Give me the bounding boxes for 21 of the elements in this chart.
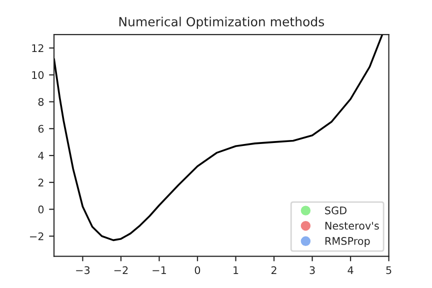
y-tick-label: 0: [38, 206, 44, 214]
x-tick-label: 3: [310, 266, 315, 274]
y-tick-label: 2: [38, 178, 44, 186]
x-tick-label: 1: [234, 266, 238, 274]
x-tick-label: 2: [271, 266, 276, 274]
chart-title: Numerical Optimization methods: [119, 16, 324, 29]
x-tick-label: 4: [348, 266, 354, 274]
y-tick-label: 8: [38, 98, 44, 106]
legend-label: RMSProp: [325, 237, 370, 247]
x-tick-label: −3: [76, 266, 90, 274]
y-tick-label: 6: [38, 124, 44, 133]
legend-label: SGD: [325, 206, 347, 214]
y-tick-label: 10: [32, 71, 44, 79]
x-tick-label: 0: [194, 266, 200, 274]
x-tick-label: −1: [152, 266, 166, 274]
legend-label: Nesterov's: [325, 222, 379, 230]
y-tick-label: −2: [30, 232, 44, 240]
y-tick-label: 12: [32, 44, 44, 52]
x-tick-label: 5: [386, 266, 392, 274]
y-tick-label: 4: [38, 152, 44, 160]
x-tick-label: −2: [114, 266, 128, 274]
